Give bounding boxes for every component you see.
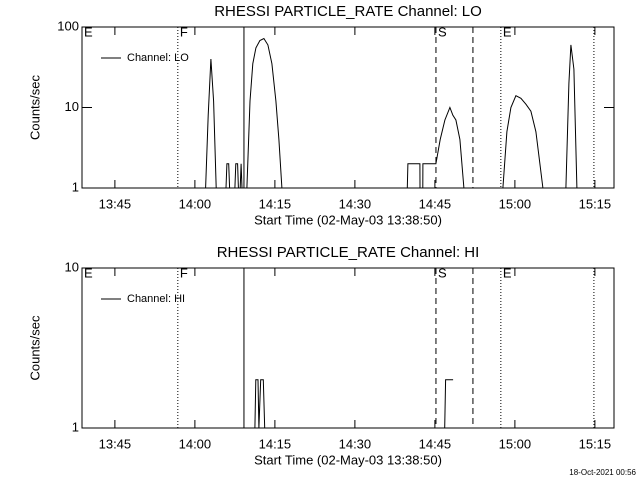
data-line <box>82 379 454 429</box>
x-tick-label: 14:15 <box>259 436 292 451</box>
y-tick-label: 10 <box>65 99 79 114</box>
x-tick-label: 14:00 <box>179 196 212 211</box>
event-label: E <box>503 24 512 39</box>
y-tick-label: 1 <box>72 419 79 434</box>
x-tick-label: 15:15 <box>579 436 612 451</box>
x-tick-label: 14:30 <box>339 436 372 451</box>
x-tick-label: 15:00 <box>499 436 532 451</box>
y-tick-label: 100 <box>57 18 79 33</box>
x-tick-label: 15:15 <box>579 196 612 211</box>
event-label: E <box>84 265 93 280</box>
x-axis-label: Start Time (02-May-03 13:38:50) <box>254 212 442 227</box>
y-tick-label: 10 <box>65 259 79 274</box>
x-tick-label: 13:45 <box>99 436 132 451</box>
event-label: F <box>180 265 188 280</box>
event-label: F <box>180 24 188 39</box>
data-line <box>82 37 614 189</box>
x-tick-label: 13:45 <box>99 196 132 211</box>
legend-label: Channel: HI <box>127 293 185 305</box>
y-axis-label: Counts/sec <box>27 315 42 381</box>
legend-label: Channel: LO <box>127 52 189 64</box>
x-tick-label: 15:00 <box>499 196 532 211</box>
chart-title: RHESSI PARTICLE_RATE Channel: LO <box>214 3 482 20</box>
x-tick-label: 14:30 <box>339 196 372 211</box>
x-tick-label: 14:45 <box>419 196 452 211</box>
x-tick-label: 14:15 <box>259 196 292 211</box>
y-axis-label: Counts/sec <box>27 74 42 140</box>
x-tick-label: 14:00 <box>179 436 212 451</box>
y-tick-label: 1 <box>72 179 79 194</box>
event-label: S <box>438 265 447 280</box>
event-label: S <box>438 24 447 39</box>
event-label: E <box>84 24 93 39</box>
x-axis-label: Start Time (02-May-03 13:38:50) <box>254 452 442 467</box>
x-tick-label: 14:45 <box>419 436 452 451</box>
event-label: E <box>503 265 512 280</box>
chart-title: RHESSI PARTICLE_RATE Channel: HI <box>217 244 480 261</box>
footer: 18-Oct-2021 00:56 <box>569 468 636 477</box>
